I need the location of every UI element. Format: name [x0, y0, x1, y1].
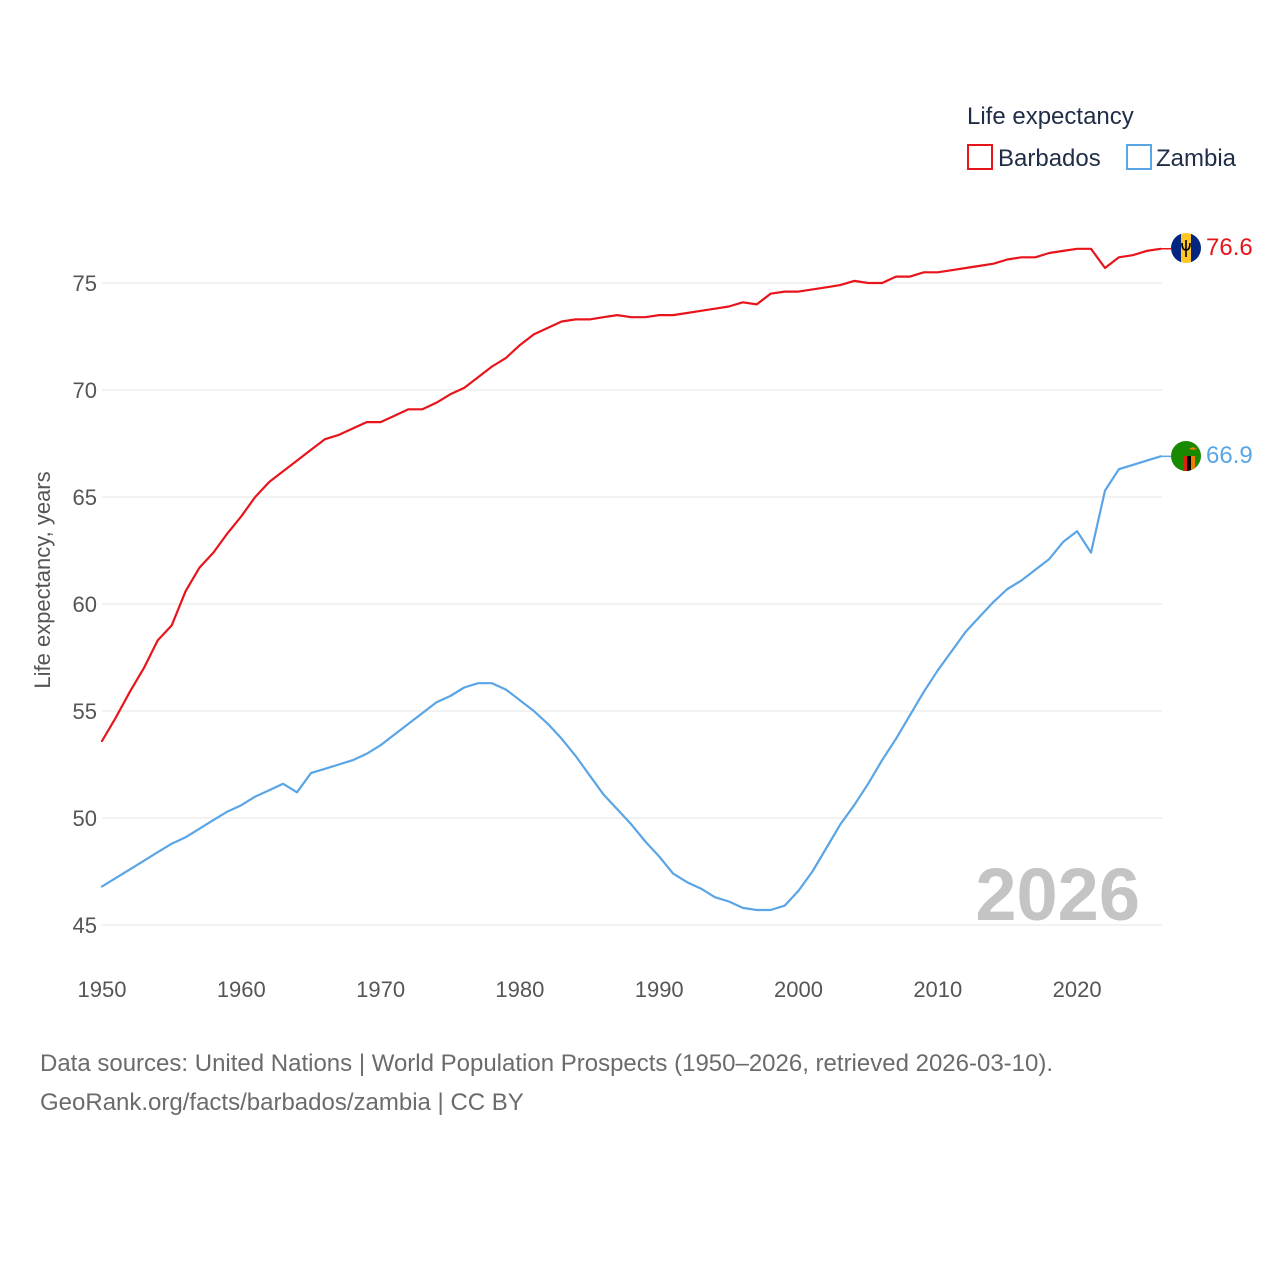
- zambia-flag-icon: [1171, 441, 1201, 471]
- x-tick-label-1970: 1970: [356, 977, 405, 1002]
- x-tick-label-1990: 1990: [635, 977, 684, 1002]
- y-tick-label-60: 60: [73, 592, 97, 617]
- legend-item-zambia[interactable]: Zambia: [1126, 144, 1237, 172]
- y-axis-title: Life expectancy, years: [30, 471, 55, 688]
- gridlines: [102, 282, 1162, 926]
- x-axis-ticks: 1950 1960 1970 1980 1990 2000 2010 2020: [78, 977, 1102, 1002]
- legend-swatch-barbados: [967, 144, 993, 170]
- legend-label-barbados: Barbados: [998, 145, 1101, 172]
- x-tick-label-1980: 1980: [495, 977, 544, 1002]
- end-label-barbados: 76.6: [1206, 234, 1253, 261]
- legend: Life expectancy Barbados Zambia: [967, 103, 1237, 172]
- x-tick-label-1950: 1950: [78, 977, 127, 1002]
- y-axis-ticks: 45 50 55 60 65 70 75: [73, 271, 97, 938]
- barbados-flag-icon: [1171, 233, 1201, 263]
- y-tick-label-45: 45: [73, 913, 97, 938]
- legend-title: Life expectancy: [967, 103, 1134, 130]
- x-tick-label-2010: 2010: [913, 977, 962, 1002]
- year-stamp: 2026: [975, 853, 1140, 936]
- legend-label-zambia: Zambia: [1156, 145, 1237, 172]
- series-lines: [100, 247, 1171, 912]
- legend-swatch-zambia: [1126, 144, 1152, 170]
- series-line-barbados[interactable]: [100, 247, 1162, 743]
- series-line-zambia[interactable]: [100, 455, 1162, 912]
- y-tick-label-70: 70: [73, 378, 97, 403]
- y-tick-label-50: 50: [73, 806, 97, 831]
- source-line-2[interactable]: GeoRank.org/facts/barbados/zambia | CC B…: [40, 1089, 524, 1116]
- y-tick-label-75: 75: [73, 271, 97, 296]
- source-note: Data sources: United Nations | World Pop…: [40, 1044, 1240, 1122]
- x-tick-label-2000: 2000: [774, 977, 823, 1002]
- x-tick-label-2020: 2020: [1053, 977, 1102, 1002]
- y-tick-label-65: 65: [73, 485, 97, 510]
- y-tick-label-55: 55: [73, 699, 97, 724]
- x-tick-label-1960: 1960: [217, 977, 266, 1002]
- end-label-zambia: 66.9: [1206, 442, 1253, 469]
- source-line-1: Data sources: United Nations | World Pop…: [40, 1050, 1054, 1077]
- legend-item-barbados[interactable]: Barbados: [967, 144, 1101, 172]
